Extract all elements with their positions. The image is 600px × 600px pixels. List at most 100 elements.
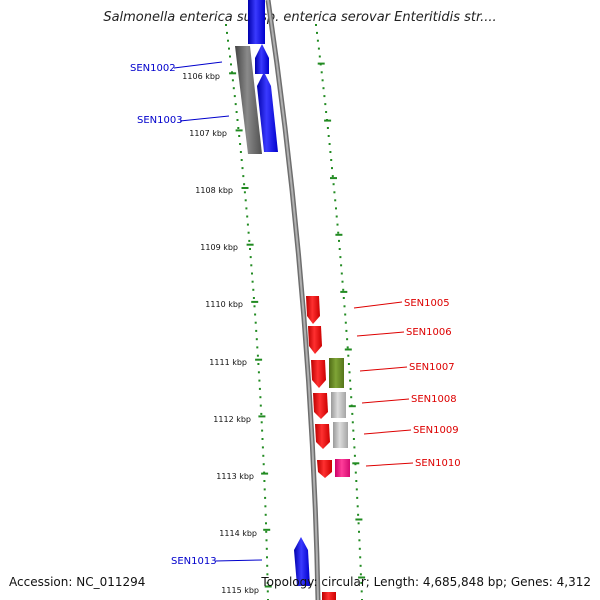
gene-feature-sen1010[interactable] (317, 460, 332, 478)
scale-tick-dot (342, 297, 345, 299)
scale-tick-dot (357, 513, 360, 516)
gene-label-sen1006[interactable]: SEN1006 (406, 327, 452, 338)
scale-tick-dot (356, 505, 359, 508)
scale-tick-dot (254, 313, 257, 316)
scale-tick-dot (262, 454, 265, 457)
scale-tick-dot (255, 338, 258, 341)
scale-tick-dot (259, 404, 262, 407)
scale-tick-dot (266, 590, 269, 593)
scale-label: 1108 kbp (195, 186, 233, 195)
scale-major-tick (241, 187, 249, 189)
scale-tick-dot (260, 421, 263, 424)
gene-feature-sen1005[interactable] (306, 296, 320, 324)
scale-tick-dot (233, 95, 236, 98)
gene-label-sen1002[interactable]: SEN1002 (130, 63, 176, 74)
gene-feature-sen1008[interactable] (313, 393, 328, 419)
scale-tick-dot (229, 55, 231, 58)
scale-tick-dot (258, 387, 261, 390)
scale-tick-dot (347, 363, 350, 365)
scale-tick-dot (251, 272, 253, 275)
scale-tick-dot (338, 248, 341, 250)
scale-tick-dot (338, 239, 340, 242)
scale-major-tick (261, 472, 269, 475)
genome-summary-text: Topology: circular; Length: 4,685,848 bp… (261, 575, 591, 589)
scale-tick-dot (265, 522, 267, 525)
accession-text: Accession: NC_011294 (9, 575, 146, 589)
scale-label: 1111 kbp (209, 358, 247, 367)
gene-label-sen1013[interactable]: SEN1013 (171, 556, 217, 567)
gene-feature-reverse[interactable] (322, 592, 336, 600)
pseudogene-feature[interactable] (235, 46, 262, 154)
scale-tick-dot (333, 191, 336, 194)
feature-grey[interactable] (331, 392, 346, 418)
feature-grey[interactable] (333, 422, 348, 448)
scale-tick-dot (227, 39, 229, 42)
gene-label-sen1005[interactable]: SEN1005 (404, 298, 450, 309)
scale-tick-dot (360, 581, 363, 584)
scale-tick-dot (247, 231, 250, 234)
scale-tick-dot (236, 119, 239, 121)
label-leader-sen1009 (363, 429, 412, 435)
gene-feature-sen1013[interactable] (294, 537, 310, 586)
scale-major-tick (235, 129, 243, 132)
label-leader-sen1013 (214, 559, 263, 562)
scale-tick-dot (259, 396, 262, 399)
scale-tick-dot (265, 539, 268, 542)
scale-tick-dot (228, 47, 230, 50)
scale-tick-dot (243, 191, 246, 194)
scale-tick-dot (342, 288, 345, 291)
scale-major-tick (335, 233, 343, 236)
gene-feature-forward[interactable] (248, 0, 265, 44)
scale-tick-dot (327, 135, 330, 137)
scale-tick-dot (356, 496, 359, 499)
gene-feature-sen1009[interactable] (315, 424, 330, 449)
scale-tick-dot (336, 223, 339, 226)
scale-label: 1114 kbp (219, 529, 257, 538)
scale-tick-dot (346, 346, 349, 349)
scale-label: 1113 kbp (216, 472, 254, 481)
scale-tick-dot (235, 111, 238, 113)
scale-tick-dot (350, 396, 353, 399)
gene-feature-sen1007[interactable] (311, 360, 326, 388)
scale-tick-dot (328, 143, 331, 145)
scale-tick-dot (355, 480, 358, 482)
feature-magenta[interactable] (335, 459, 350, 477)
scale-tick-dot (349, 387, 352, 390)
scale-tick-dot (330, 159, 333, 161)
scale-tick-dot (344, 321, 347, 324)
scale-tick-dot (263, 488, 266, 491)
scale-tick-dot (265, 547, 268, 550)
scale-tick-dot (329, 151, 332, 153)
scale-tick-dot (354, 471, 357, 474)
scale-tick-dot (359, 556, 362, 559)
scale-tick-dot (230, 63, 232, 66)
label-leader-sen1005 (353, 301, 403, 309)
scale-tick-dot (260, 412, 263, 415)
gene-label-sen1007[interactable]: SEN1007 (409, 362, 455, 373)
gene-feature-sen1003[interactable] (257, 72, 278, 152)
scale-label: 1106 kbp (182, 72, 220, 81)
scale-tick-dot (265, 530, 268, 533)
scale-tick-dot (258, 379, 261, 382)
gene-label-sen1008[interactable]: SEN1008 (411, 394, 457, 405)
gene-label-sen1010[interactable]: SEN1010 (415, 458, 461, 469)
scale-tick-dot (255, 329, 258, 332)
gene-label-sen1009[interactable]: SEN1009 (413, 425, 459, 436)
scale-tick-dot (249, 256, 252, 259)
scale-tick-dot (334, 199, 337, 202)
scale-major-tick (229, 72, 237, 75)
scale-label: 1115 kbp (221, 586, 259, 595)
scale-tick-dot (250, 264, 253, 267)
scale-tick-dot (347, 354, 350, 357)
feature-olive[interactable] (329, 358, 344, 388)
gene-label-sen1003[interactable]: SEN1003 (137, 115, 183, 126)
gene-feature-forward[interactable] (255, 44, 269, 74)
scale-tick-dot (251, 280, 254, 283)
gene-feature-sen1006[interactable] (308, 326, 322, 354)
scale-major-tick (246, 243, 254, 246)
scale-tick-dot (239, 151, 242, 153)
scale-label: 1107 kbp (189, 129, 227, 138)
scale-tick-dot (234, 103, 237, 106)
scale-tick-dot (256, 346, 259, 349)
